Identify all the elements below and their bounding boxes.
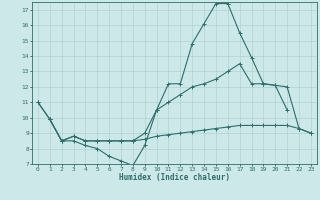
X-axis label: Humidex (Indice chaleur): Humidex (Indice chaleur) — [119, 173, 230, 182]
